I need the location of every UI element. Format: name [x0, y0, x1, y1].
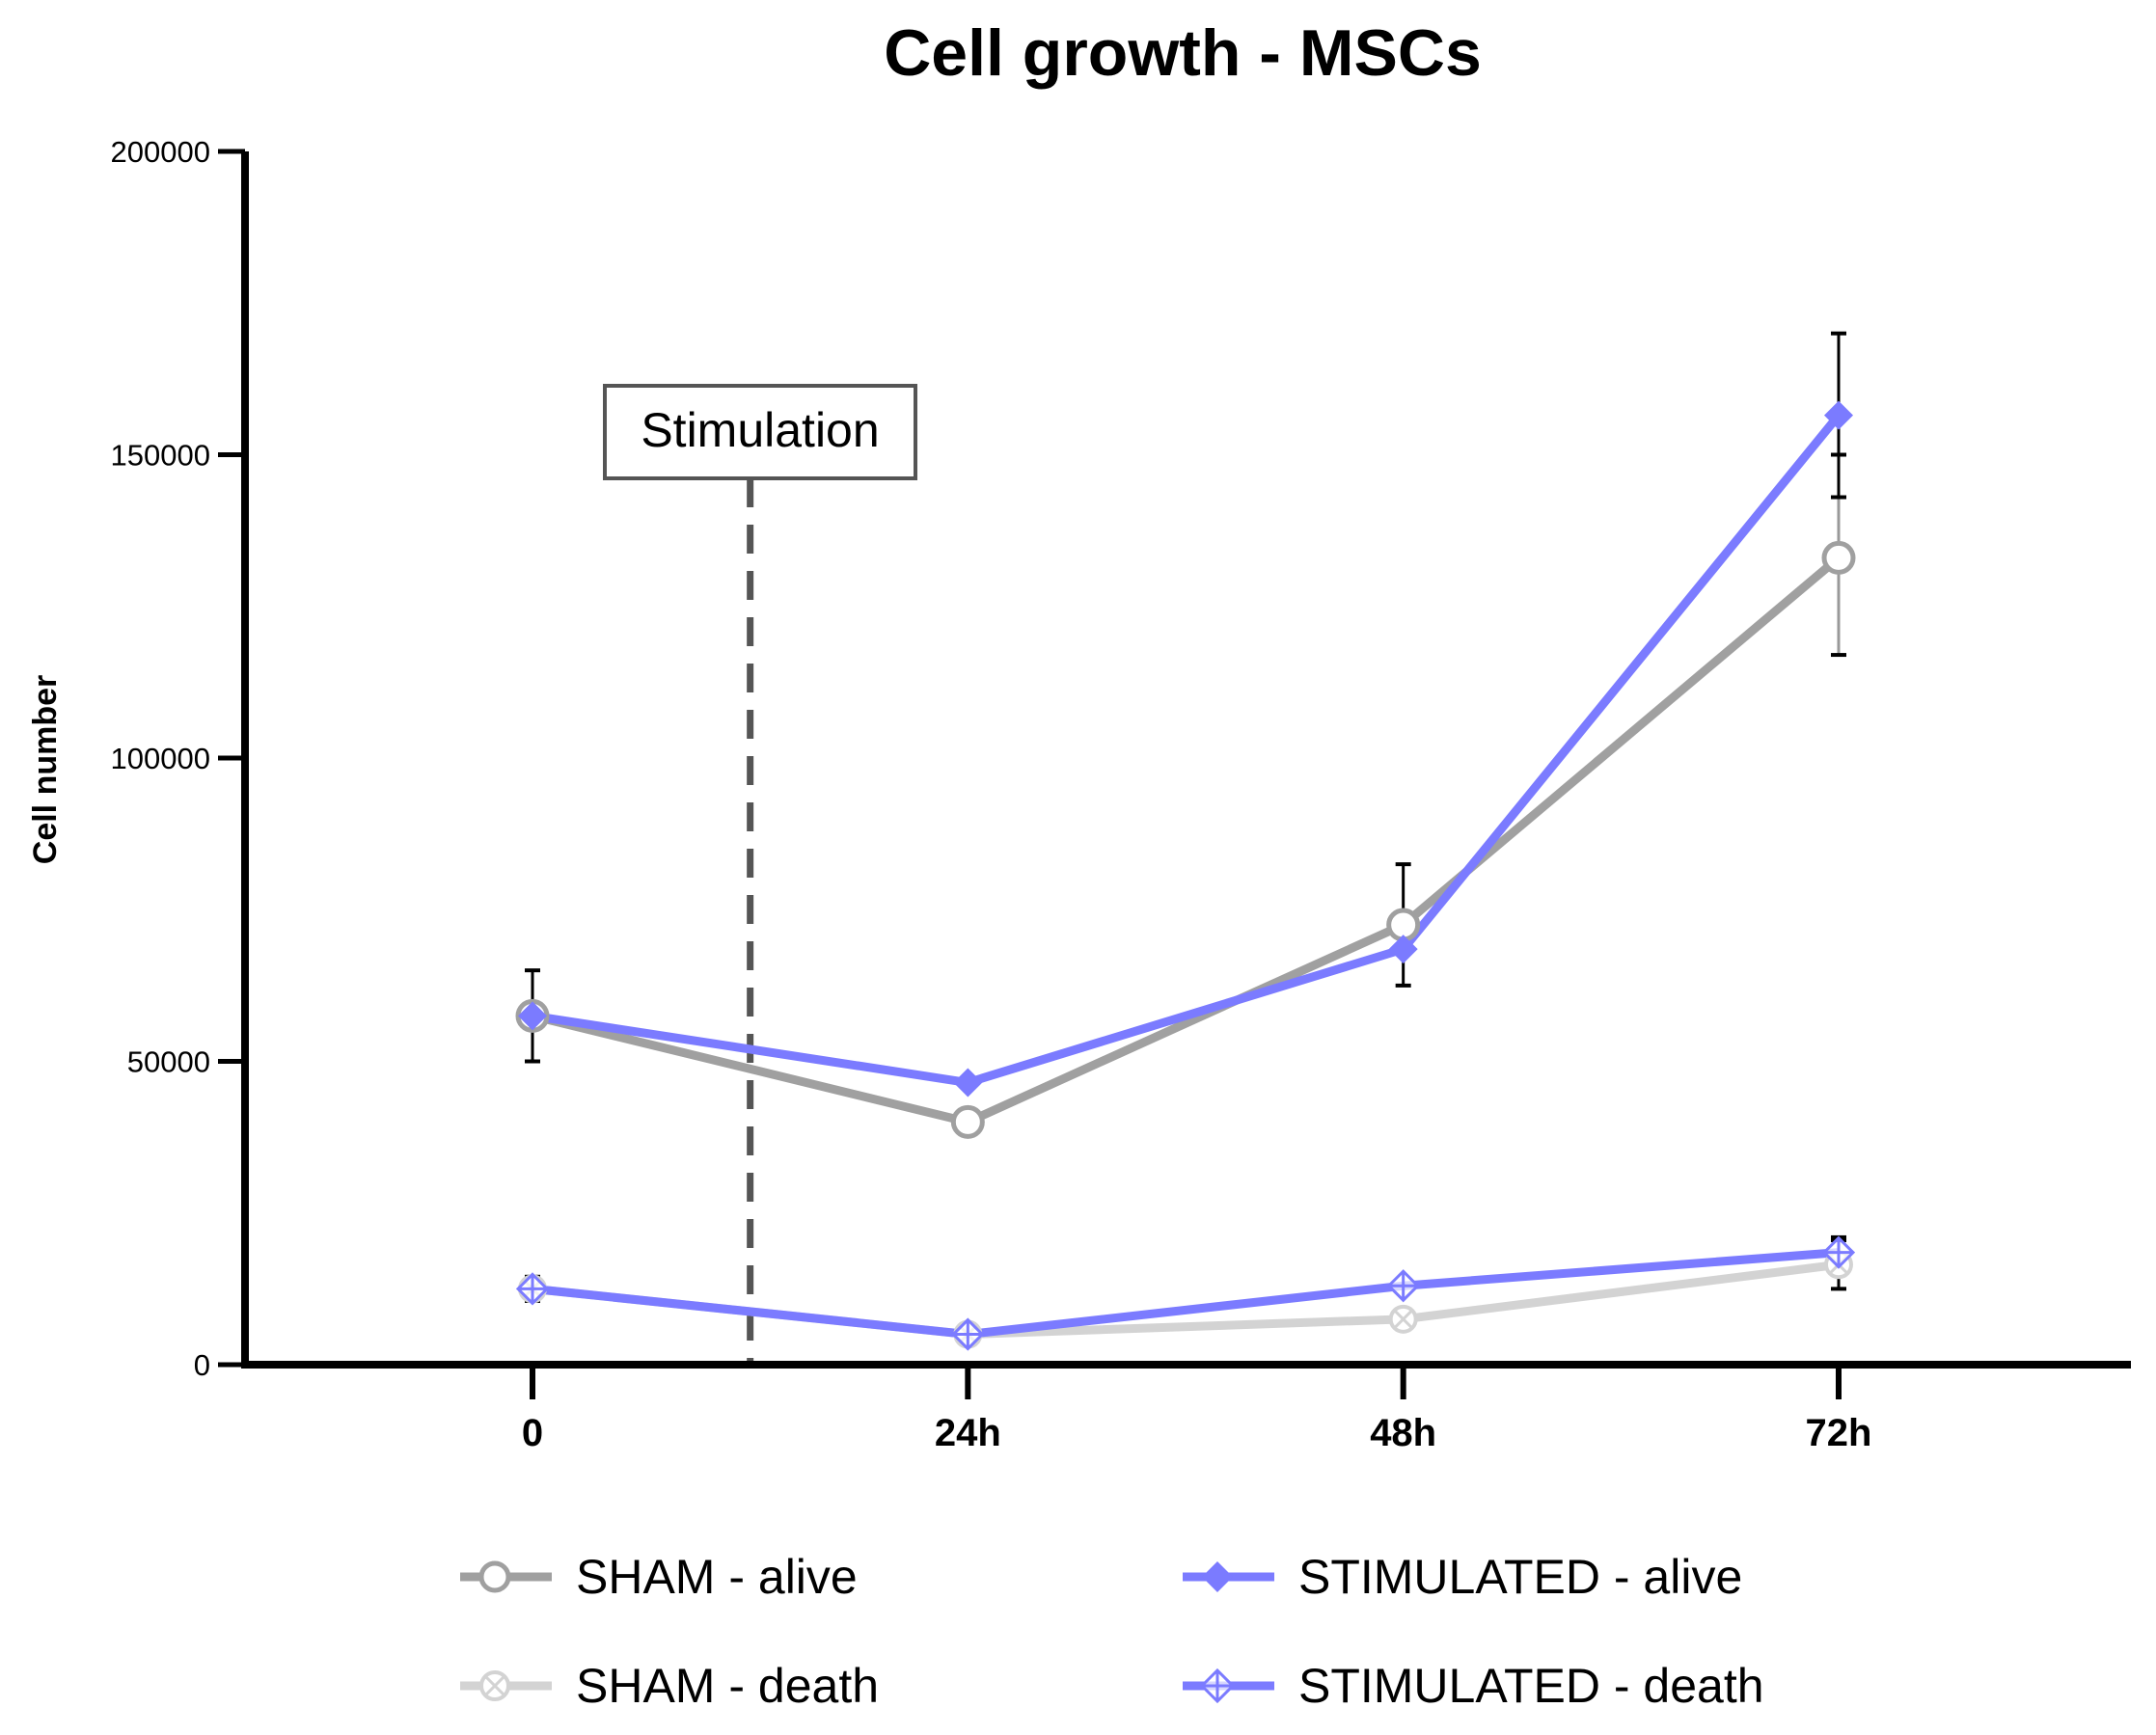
- marker-open-crossed-diamond: [1821, 1235, 1856, 1269]
- series-line: [531, 554, 1842, 1126]
- legend-label: SHAM - alive: [576, 1550, 858, 1604]
- x-tick-label: 0: [522, 1412, 543, 1454]
- legend-label: SHAM - death: [576, 1659, 879, 1713]
- legend-item: SHAM - alive: [460, 1550, 858, 1604]
- marker-diamond: [953, 1068, 983, 1098]
- marker-cross: [1824, 1237, 1853, 1267]
- marker-open-crossed-diamond: [951, 1317, 985, 1351]
- marker-open-crossed-diamond: [1386, 1269, 1420, 1303]
- stimulation-label: Stimulation: [641, 403, 879, 457]
- marker-filled-diamond: [1388, 935, 1418, 964]
- marker-diamond: [1388, 935, 1418, 964]
- series-line: [532, 1248, 1840, 1340]
- marker-cross: [1393, 1309, 1413, 1329]
- marker-circle: [950, 1104, 985, 1139]
- marker-cross: [953, 1319, 983, 1349]
- y-tick-label: 150000: [111, 439, 210, 473]
- marker-diamond: [518, 1001, 547, 1031]
- marker-circle: [478, 1560, 511, 1593]
- legend-item: SHAM - death: [460, 1659, 879, 1713]
- marker-open-crossed-diamond: [1199, 1667, 1236, 1704]
- series-line: [532, 1260, 1840, 1340]
- y-tick-label: 200000: [111, 135, 210, 169]
- marker-open-circle: [1821, 540, 1856, 575]
- marker-open-circle: [478, 1560, 511, 1593]
- legend: SHAM - alive STIMULATED - alive SHAM - dea…: [460, 1550, 1764, 1713]
- legend-label: STIMULATED - alive: [1298, 1550, 1742, 1604]
- y-tick-label: 0: [194, 1348, 210, 1382]
- marker-circle: [1821, 540, 1856, 575]
- marker-cross: [1202, 1670, 1233, 1701]
- marker-cross: [1388, 1271, 1418, 1301]
- series-line: [532, 412, 1842, 1088]
- marker-diamond: [1202, 1561, 1233, 1592]
- marker-diamond: [1824, 400, 1853, 430]
- y-tick-label: 100000: [111, 742, 210, 775]
- y-axis-label: Cell number: [27, 675, 64, 864]
- marker-open-crossed-diamond: [515, 1272, 550, 1306]
- marker-filled-diamond: [953, 1068, 983, 1098]
- marker-crossed-circle: [479, 1670, 510, 1701]
- x-tick-label: 72h: [1806, 1412, 1872, 1454]
- marker-cross: [518, 1274, 547, 1304]
- x-tick-label: 48h: [1370, 1412, 1436, 1454]
- marker-crossed-circle: [1388, 1304, 1418, 1334]
- marker-open-circle: [950, 1104, 985, 1139]
- legend-item: STIMULATED - alive: [1183, 1550, 1742, 1604]
- stimulation-box: [603, 384, 917, 480]
- marker-cross: [484, 1675, 505, 1696]
- x-tick-label: 24h: [935, 1412, 1001, 1454]
- marker-filled-diamond: [1824, 400, 1853, 430]
- marker-filled-diamond: [518, 1001, 547, 1031]
- legend-item: STIMULATED - death: [1183, 1659, 1764, 1713]
- marker-filled-diamond: [1202, 1561, 1233, 1592]
- legend-label: STIMULATED - death: [1298, 1659, 1764, 1713]
- chart-title: Cell growth - MSCs: [884, 16, 1482, 90]
- y-tick-label: 50000: [127, 1045, 210, 1079]
